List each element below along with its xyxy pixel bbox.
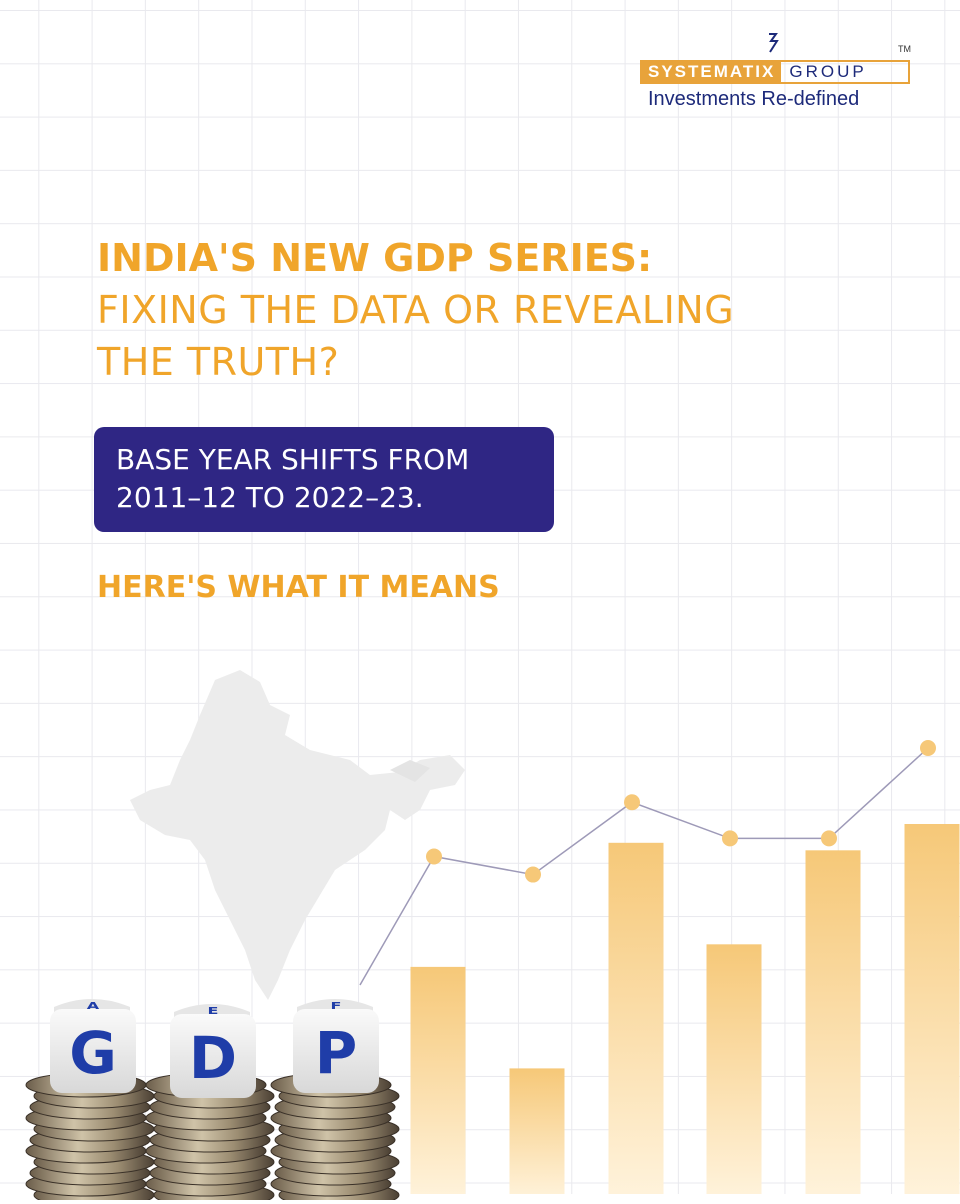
chart-point (525, 866, 541, 883)
chart-bar (509, 1068, 565, 1200)
die-top-letter: A (87, 1001, 100, 1012)
logo-tagline: Investments Re-defined (648, 88, 860, 110)
chart-point (821, 830, 837, 847)
badge-line-2: 2011–12 TO 2022–23. (116, 481, 424, 514)
chart-point (722, 830, 738, 847)
gdp-die: FP (293, 999, 379, 1093)
logo-mark-icon (769, 33, 779, 53)
india-map (130, 670, 465, 1000)
chart-point (624, 794, 640, 811)
headline-line-1: INDIA'S NEW GDP SERIES: (97, 236, 653, 280)
die-front-letter: G (69, 1019, 117, 1087)
headline-line-2: FIXING THE DATA OR REVEALING (97, 288, 735, 332)
chart-bar (706, 944, 762, 1200)
chart-bar (904, 824, 960, 1200)
brand-logo: TM SYSTEMATIX GROUP Investments Re-defin… (640, 30, 930, 115)
die-front-letter: D (189, 1024, 237, 1092)
chart-bar (608, 842, 664, 1200)
logo-right-text: GROUP (789, 62, 867, 81)
logo-wordmark: SYSTEMATIX GROUP (640, 60, 910, 84)
gdp-die: AG (50, 999, 136, 1093)
chart-bar (410, 966, 466, 1200)
base-year-badge: BASE YEAR SHIFTS FROM 2011–12 TO 2022–23… (94, 427, 554, 532)
die-front-letter: P (315, 1019, 358, 1087)
logo-trademark: TM (898, 44, 911, 54)
gdp-die: ED (170, 1004, 256, 1098)
chart-point (426, 848, 442, 865)
headline-line-3: THE TRUTH? (97, 340, 340, 384)
logo-left-text: SYSTEMATIX (642, 62, 782, 82)
subheading: HERE'S WHAT IT MEANS (97, 570, 500, 605)
chart-point (920, 740, 936, 756)
chart-bar (805, 850, 861, 1200)
die-top-letter: F (331, 1001, 342, 1012)
headline: INDIA'S NEW GDP SERIES: FIXING THE DATA … (97, 232, 897, 388)
die-top-letter: E (208, 1006, 219, 1017)
badge-line-1: BASE YEAR SHIFTS FROM (116, 443, 470, 476)
